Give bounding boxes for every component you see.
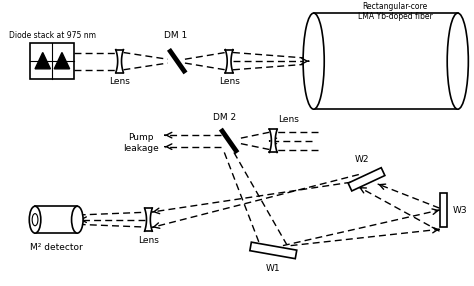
Polygon shape <box>145 208 152 231</box>
Text: W1: W1 <box>266 264 281 273</box>
Ellipse shape <box>29 206 41 233</box>
Text: M² detector: M² detector <box>30 243 82 252</box>
Text: Lens: Lens <box>138 236 159 245</box>
Polygon shape <box>225 50 233 73</box>
Text: W3: W3 <box>453 206 467 214</box>
Polygon shape <box>54 53 70 69</box>
Text: Lens: Lens <box>278 115 299 124</box>
Text: Lens: Lens <box>109 78 130 86</box>
Ellipse shape <box>303 13 324 109</box>
Text: Diode stack at 975 nm: Diode stack at 975 nm <box>9 31 96 40</box>
Text: Rectangular-core
LMA Yb-doped fiber: Rectangular-core LMA Yb-doped fiber <box>358 2 433 21</box>
Ellipse shape <box>32 214 38 226</box>
Text: Pump
leakage: Pump leakage <box>123 133 159 152</box>
Bar <box>35 206 77 233</box>
Bar <box>30 43 74 80</box>
Ellipse shape <box>72 206 83 233</box>
Ellipse shape <box>447 13 468 109</box>
Polygon shape <box>348 168 385 191</box>
Polygon shape <box>269 129 277 152</box>
Bar <box>314 13 458 109</box>
Text: W2: W2 <box>355 155 369 164</box>
Polygon shape <box>250 242 297 259</box>
Text: DM 2: DM 2 <box>213 113 236 122</box>
Text: DM 1: DM 1 <box>164 31 187 40</box>
Bar <box>440 193 447 227</box>
Polygon shape <box>116 50 123 73</box>
Text: Lens: Lens <box>219 78 239 86</box>
Polygon shape <box>35 53 50 69</box>
